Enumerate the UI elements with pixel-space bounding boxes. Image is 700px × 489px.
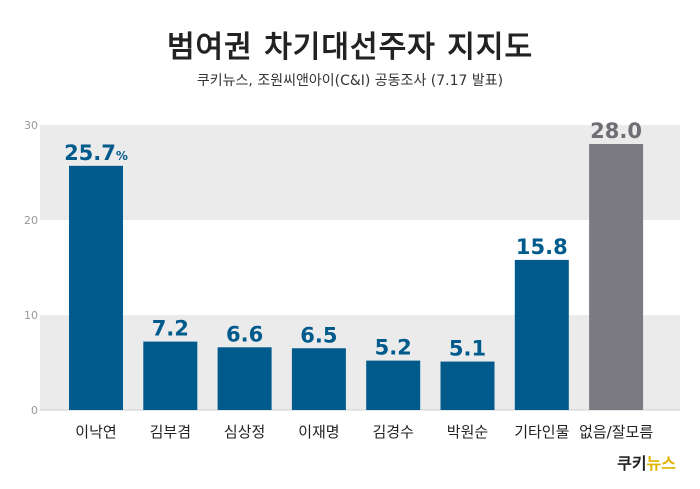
bar <box>291 348 346 410</box>
publisher-logo: 쿠키뉴스 <box>617 450 676 474</box>
category-label: 기타인물 <box>514 423 569 441</box>
category-label: 이낙연 <box>75 423 116 441</box>
y-tick-label: 10 <box>24 309 38 322</box>
bar <box>514 259 569 410</box>
bar <box>440 361 495 410</box>
bar <box>69 165 123 410</box>
y-tick-label: 20 <box>24 214 38 227</box>
bar-value-label: 5.1 <box>449 337 486 361</box>
bar <box>589 144 644 410</box>
category-label: 이재명 <box>298 423 339 441</box>
category-label: 박원순 <box>447 423 489 441</box>
category-label: 김부겸 <box>150 423 191 441</box>
bar-value-label: 5.2 <box>375 336 412 360</box>
category-label: 김경수 <box>372 423 413 441</box>
bar <box>143 341 198 410</box>
y-tick-label: 30 <box>24 119 38 132</box>
bar <box>366 360 421 410</box>
chart-subtitle: 쿠키뉴스, 조원씨앤아이(C&I) 공동조사 (7.17 발표) <box>196 73 504 89</box>
bar-value-label: 6.5 <box>300 323 337 347</box>
grid-band-0-10 <box>40 315 680 410</box>
logo-text-main: 쿠키 <box>617 454 647 473</box>
bar-value-label: 28.0 <box>590 119 642 143</box>
bar <box>217 347 272 410</box>
y-tick-label: 0 <box>31 404 38 417</box>
grid-band-20-30 <box>40 125 680 220</box>
category-label: 심상정 <box>224 423 265 441</box>
logo-text-accent: 뉴스 <box>646 454 676 473</box>
bar-value-label: 7.2 <box>152 317 189 341</box>
value-unit-label: % <box>116 149 128 163</box>
bar-value-label: 6.6 <box>226 322 263 346</box>
category-label: 없음/잘모름 <box>579 423 653 441</box>
chart-title: 범여권 차기대선주자 지지도 <box>166 30 534 65</box>
bar-value-label: 15.8 <box>516 235 568 259</box>
